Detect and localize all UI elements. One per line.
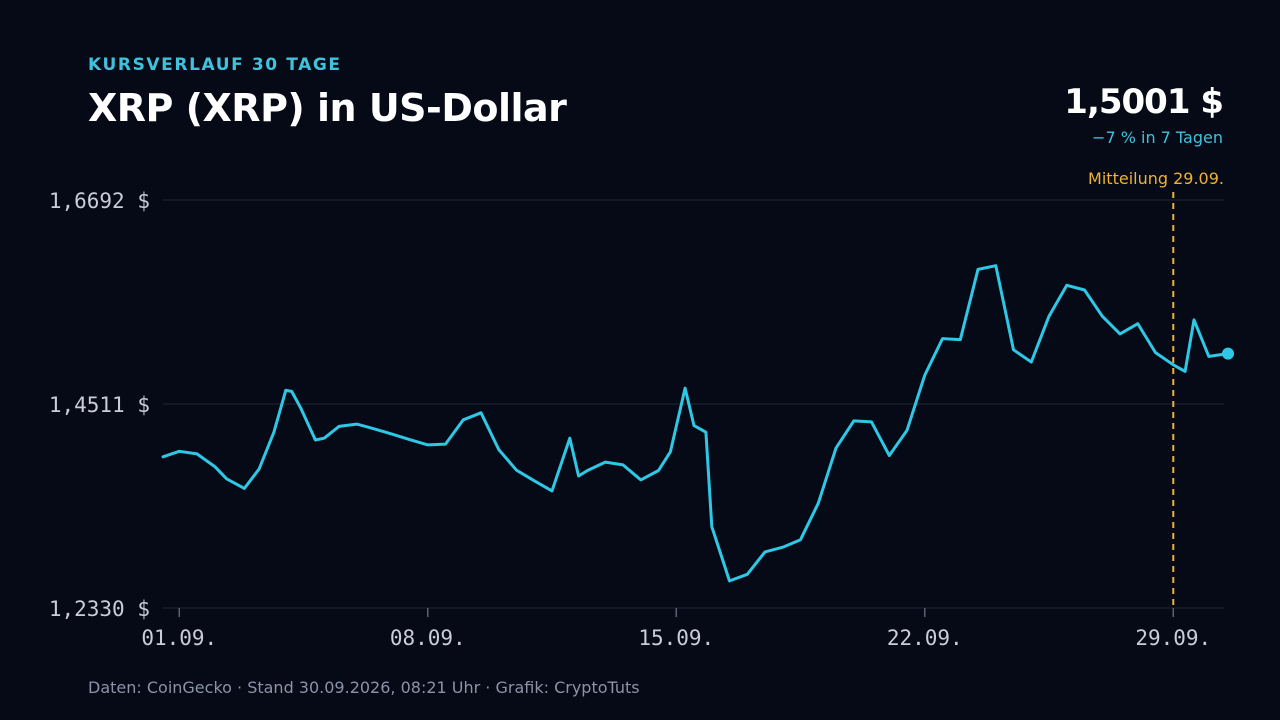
current-price: 1,5001 $ (1064, 82, 1224, 122)
annotation: Mitteilung 29.09. (1088, 169, 1224, 608)
grid-lines (163, 199, 1224, 609)
x-tick-label: 22.09. (887, 626, 963, 650)
chart-kicker: KURSVERLAUF 30 TAGE (88, 55, 342, 75)
x-axis: 01.09. 08.09. 15.09. 22.09. 29.09. (141, 608, 1211, 650)
y-axis: 1,2330 $ 1,4511 $ 1,6692 $ (49, 189, 150, 621)
x-tick-label: 01.09. (141, 626, 217, 650)
series (161, 264, 1234, 583)
x-tick-label: 15.09. (638, 626, 714, 650)
chart-title: XRP (XRP) in US-Dollar (88, 86, 567, 130)
y-tick-label: 1,6692 $ (49, 189, 150, 213)
y-tick-label: 1,4511 $ (49, 393, 150, 417)
y-tick-label: 1,2330 $ (49, 597, 150, 621)
annotation-label: Mitteilung 29.09. (1088, 169, 1224, 188)
series-line (161, 264, 1230, 583)
x-tick-label: 08.09. (390, 626, 466, 650)
source-footer: Daten: CoinGecko · Stand 30.09.2026, 08:… (88, 678, 640, 697)
price-change: −7 % in 7 Tagen (1092, 128, 1223, 147)
x-tick-label: 29.09. (1135, 626, 1211, 650)
last-point (1222, 347, 1234, 360)
